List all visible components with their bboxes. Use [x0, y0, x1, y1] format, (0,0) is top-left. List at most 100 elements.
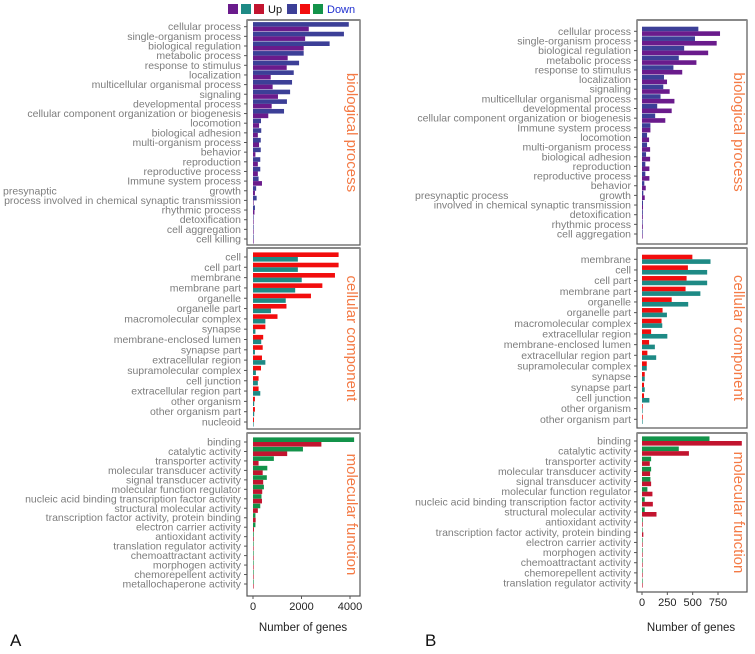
bar-up [253, 229, 254, 234]
category-label: cellular component organization or bioge… [27, 108, 241, 120]
category-label: detoxification [180, 214, 241, 226]
bar-down [253, 137, 261, 143]
bar-up [253, 329, 256, 334]
bar-down [642, 210, 643, 215]
category-label: molecular transducer activity [108, 465, 242, 477]
bar-down [253, 513, 256, 518]
bar-up [642, 156, 651, 162]
bar-down [253, 532, 254, 537]
bar-up [253, 442, 322, 447]
bar-down [253, 224, 254, 230]
bar-up [253, 451, 288, 457]
bar-down [642, 171, 646, 177]
bar-down [642, 84, 664, 90]
category-label: locomotion [190, 118, 241, 130]
bar-up [253, 391, 261, 396]
bar-down [253, 446, 303, 452]
bar-up [253, 349, 255, 355]
category-label: cell part [594, 275, 631, 287]
bar-down [642, 94, 661, 99]
x-axis: 0 2000 4000 [247, 595, 362, 613]
category-label: biological regulation [538, 45, 631, 57]
category-label: morphogen activity [153, 560, 242, 572]
category-label: response to stimulus [145, 60, 241, 72]
category-label: reproduction [573, 161, 632, 173]
bar-up [642, 269, 708, 275]
bar-down [642, 329, 652, 334]
bar-up [642, 118, 666, 123]
bar-up [642, 79, 668, 85]
bar-down [642, 26, 699, 32]
bar-down [253, 345, 263, 350]
bar-up [253, 84, 273, 90]
bar-up [642, 522, 643, 527]
bar-up [642, 89, 670, 94]
facet-biological-process: biological process cellular processsingle… [3, 19, 361, 246]
category-label: metabolic process [546, 55, 631, 67]
category-label: binding [597, 436, 631, 448]
category-label: reproductive process [534, 171, 631, 183]
category-label: chemorepellent activity [134, 569, 242, 581]
category-label: extracellular region [542, 328, 631, 340]
legend-swatch-up-teal [241, 4, 251, 14]
bar-down [642, 113, 656, 119]
bar-down [253, 579, 254, 584]
bar-down [253, 89, 291, 95]
bar-up [642, 312, 667, 318]
category-label: rhythmic process [162, 205, 241, 217]
bar-up [253, 200, 254, 205]
bar-up [253, 277, 302, 283]
bar-down [253, 314, 278, 319]
x-axis-title-a: Number of genes [259, 622, 347, 634]
category-label: extracellular region part [131, 386, 241, 398]
bar-down [642, 103, 658, 109]
category-label: structural molecular activity [504, 507, 631, 519]
bar-down [253, 407, 255, 412]
bar-down [642, 446, 679, 452]
category-label: developmental process [133, 98, 241, 110]
bar-up [253, 555, 254, 561]
bar-up [253, 219, 254, 225]
bar-down [253, 118, 262, 124]
category-label: localization [189, 69, 241, 81]
bar-down [253, 456, 274, 461]
legend-swatch-down-blue [287, 4, 297, 14]
bar-up [253, 46, 304, 51]
bar-up [642, 491, 653, 497]
bar-up [253, 65, 287, 70]
bar-up [253, 508, 258, 513]
category-label-line: process involved in chemical synaptic tr… [4, 195, 241, 207]
category-label: cell aggregation [167, 224, 241, 236]
category-label: biological adhesion [152, 127, 241, 139]
panel-b: biological process cellular processsingle… [415, 19, 748, 609]
bar-up [642, 205, 644, 210]
category-label: multicellular organismal process [482, 93, 631, 105]
bar-up [642, 562, 643, 568]
category-label: cell aggregation [557, 229, 631, 241]
bar-up [642, 291, 701, 296]
bar-down [253, 283, 323, 288]
bar-down [642, 123, 651, 128]
facet-biological-process: biological process cellular processsingle… [415, 19, 748, 245]
bar-up [253, 123, 260, 128]
category-label: metallochaperone activity [123, 579, 242, 591]
category-label: synapse [202, 324, 241, 336]
bar-down [642, 200, 644, 206]
bar-down [642, 436, 710, 441]
bar-up [253, 171, 258, 177]
facet-strip-label: cellular component [730, 275, 747, 402]
category-label: extracellular region [152, 355, 241, 367]
category-label: single-organism process [127, 31, 241, 43]
legend: Up Down [228, 4, 355, 16]
bar-down [642, 286, 686, 292]
bar-down [253, 569, 254, 575]
category-label: cell [615, 264, 631, 276]
category-label: nucleic acid binding transcription facto… [415, 496, 632, 508]
bar-down [642, 161, 646, 167]
bar-down [642, 318, 662, 324]
category-label: detoxification [570, 209, 631, 221]
